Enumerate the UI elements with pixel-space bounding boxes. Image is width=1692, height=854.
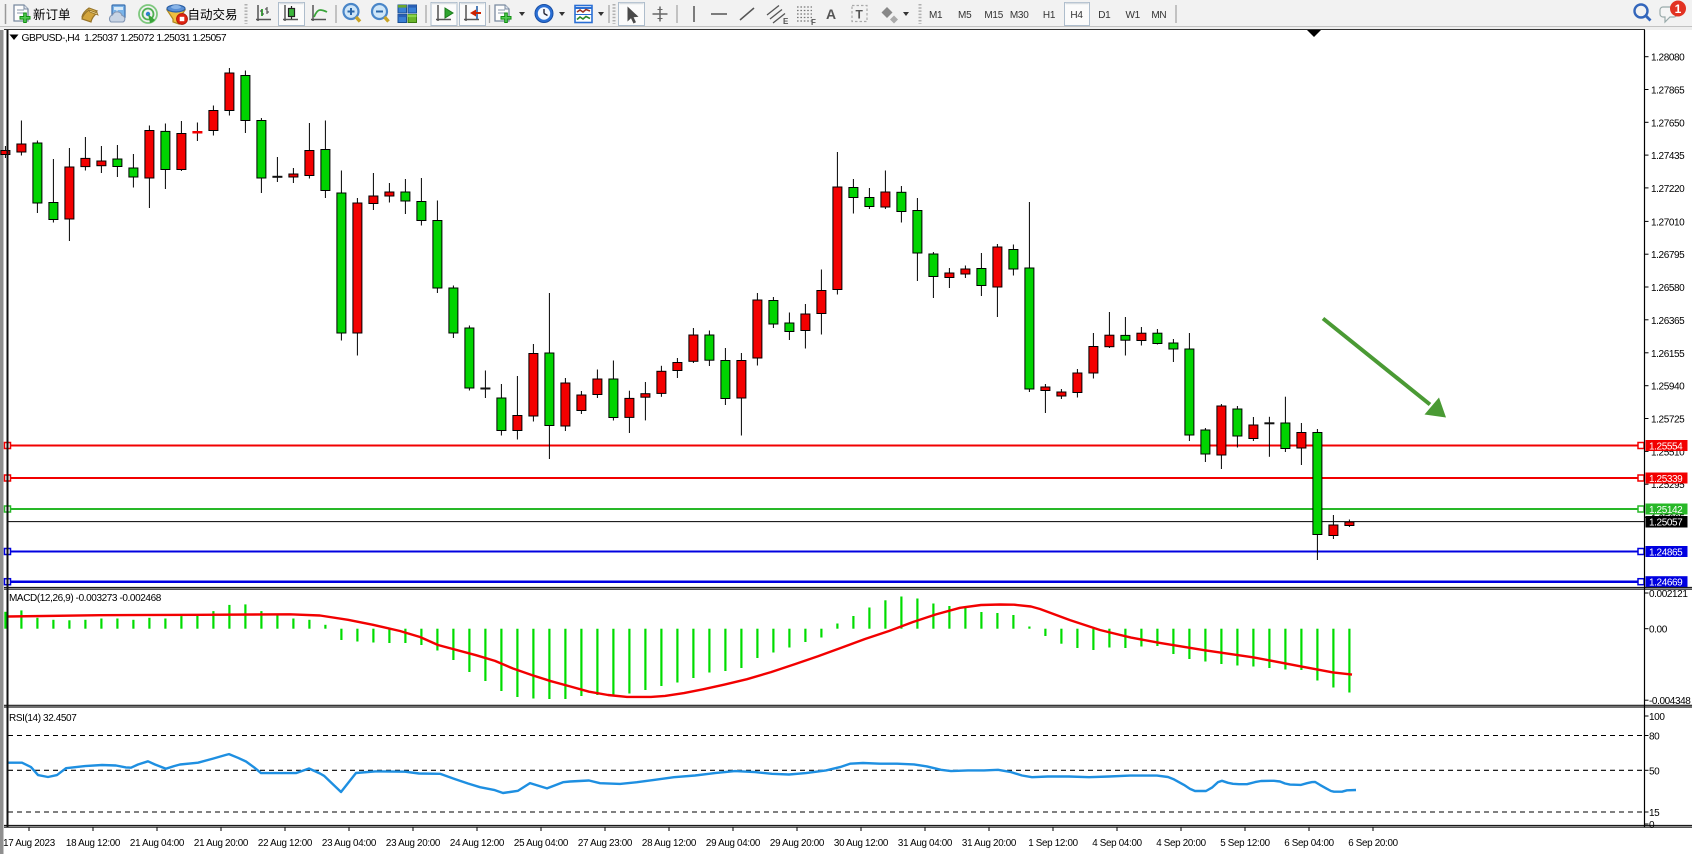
- svg-text:23 Aug 04:00: 23 Aug 04:00: [322, 838, 377, 849]
- svg-text:1.27220: 1.27220: [1651, 184, 1685, 195]
- svg-text:5 Sep 12:00: 5 Sep 12:00: [1220, 838, 1270, 849]
- svg-text:1.25339: 1.25339: [1649, 474, 1683, 485]
- svg-text:100: 100: [1649, 712, 1665, 723]
- svg-text:W1: W1: [1125, 10, 1140, 21]
- svg-text:30 Aug 12:00: 30 Aug 12:00: [834, 838, 889, 849]
- svg-text:22 Aug 12:00: 22 Aug 12:00: [258, 838, 313, 849]
- svg-text:1.27865: 1.27865: [1651, 86, 1685, 97]
- svg-text:0.002121: 0.002121: [1649, 589, 1688, 600]
- svg-text:17 Aug 2023: 17 Aug 2023: [3, 838, 56, 849]
- svg-text:1.26795: 1.26795: [1651, 250, 1685, 261]
- svg-text:-0.004348: -0.004348: [1649, 696, 1691, 707]
- svg-text:29 Aug 20:00: 29 Aug 20:00: [770, 838, 825, 849]
- svg-text:50: 50: [1649, 766, 1660, 777]
- svg-text:T: T: [856, 8, 864, 22]
- svg-text:E: E: [783, 17, 789, 26]
- svg-text:H4: H4: [1070, 10, 1083, 21]
- svg-text:D1: D1: [1098, 10, 1111, 21]
- svg-text:31 Aug 04:00: 31 Aug 04:00: [898, 838, 953, 849]
- svg-text:1.25142: 1.25142: [1649, 505, 1683, 516]
- svg-text:80: 80: [1649, 732, 1660, 743]
- svg-text:1.25510: 1.25510: [1651, 447, 1685, 458]
- svg-text:1.25057: 1.25057: [1649, 518, 1683, 529]
- svg-text:4 Sep 20:00: 4 Sep 20:00: [1156, 838, 1206, 849]
- svg-text:24 Aug 12:00: 24 Aug 12:00: [450, 838, 505, 849]
- svg-text:M15: M15: [984, 10, 1003, 21]
- svg-text:1.26580: 1.26580: [1651, 283, 1685, 294]
- svg-text:15: 15: [1649, 808, 1660, 819]
- svg-text:21 Aug 04:00: 21 Aug 04:00: [130, 838, 185, 849]
- svg-text:自动交易: 自动交易: [188, 7, 238, 22]
- svg-text:1.24669: 1.24669: [1649, 578, 1683, 589]
- svg-text:MN: MN: [1151, 10, 1166, 21]
- svg-text:1.27435: 1.27435: [1651, 151, 1685, 162]
- svg-text:21 Aug 20:00: 21 Aug 20:00: [194, 838, 249, 849]
- svg-text:1.28080: 1.28080: [1651, 53, 1685, 64]
- svg-text:A: A: [826, 6, 836, 22]
- svg-text:18 Aug 12:00: 18 Aug 12:00: [66, 838, 121, 849]
- svg-text:1.27650: 1.27650: [1651, 118, 1685, 129]
- svg-text:4 Sep 04:00: 4 Sep 04:00: [1092, 838, 1142, 849]
- svg-text:M5: M5: [958, 10, 972, 21]
- svg-text:1.25554: 1.25554: [1649, 442, 1683, 453]
- svg-text:1.27010: 1.27010: [1651, 217, 1685, 228]
- svg-text:M30: M30: [1010, 10, 1029, 21]
- svg-text:1.26155: 1.26155: [1651, 349, 1685, 360]
- svg-text:1 Sep 12:00: 1 Sep 12:00: [1028, 838, 1078, 849]
- svg-text:29 Aug 04:00: 29 Aug 04:00: [706, 838, 761, 849]
- svg-text:28 Aug 12:00: 28 Aug 12:00: [642, 838, 697, 849]
- svg-text:新订单: 新订单: [33, 7, 71, 22]
- svg-text:6 Sep 20:00: 6 Sep 20:00: [1348, 838, 1398, 849]
- svg-text:1.24865: 1.24865: [1649, 548, 1683, 559]
- svg-text:31 Aug 20:00: 31 Aug 20:00: [962, 838, 1017, 849]
- svg-text:1: 1: [1675, 2, 1682, 16]
- svg-text:0: 0: [1649, 820, 1655, 831]
- svg-text:RSI(14) 32.4507: RSI(14) 32.4507: [9, 713, 77, 724]
- svg-text:23 Aug 20:00: 23 Aug 20:00: [386, 838, 441, 849]
- svg-text:1.25295: 1.25295: [1651, 480, 1685, 491]
- svg-text:GBPUSD-,H4 1.25037 1.25072 1.: GBPUSD-,H4 1.25037 1.25072 1.25031 1.250…: [22, 33, 227, 44]
- svg-text:H1: H1: [1043, 10, 1056, 21]
- svg-text:F: F: [811, 18, 816, 27]
- svg-text:0.00: 0.00: [1649, 625, 1668, 636]
- svg-text:M1: M1: [929, 10, 943, 21]
- svg-text:6 Sep 04:00: 6 Sep 04:00: [1284, 838, 1334, 849]
- svg-text:25 Aug 04:00: 25 Aug 04:00: [514, 838, 569, 849]
- svg-text:1.25940: 1.25940: [1651, 382, 1685, 393]
- svg-text:MACD(12,26,9) -0.003273 -0.002: MACD(12,26,9) -0.003273 -0.002468: [9, 593, 162, 604]
- svg-text:1.25725: 1.25725: [1651, 415, 1685, 426]
- svg-text:27 Aug 23:00: 27 Aug 23:00: [578, 838, 633, 849]
- svg-text:1.26365: 1.26365: [1651, 316, 1685, 327]
